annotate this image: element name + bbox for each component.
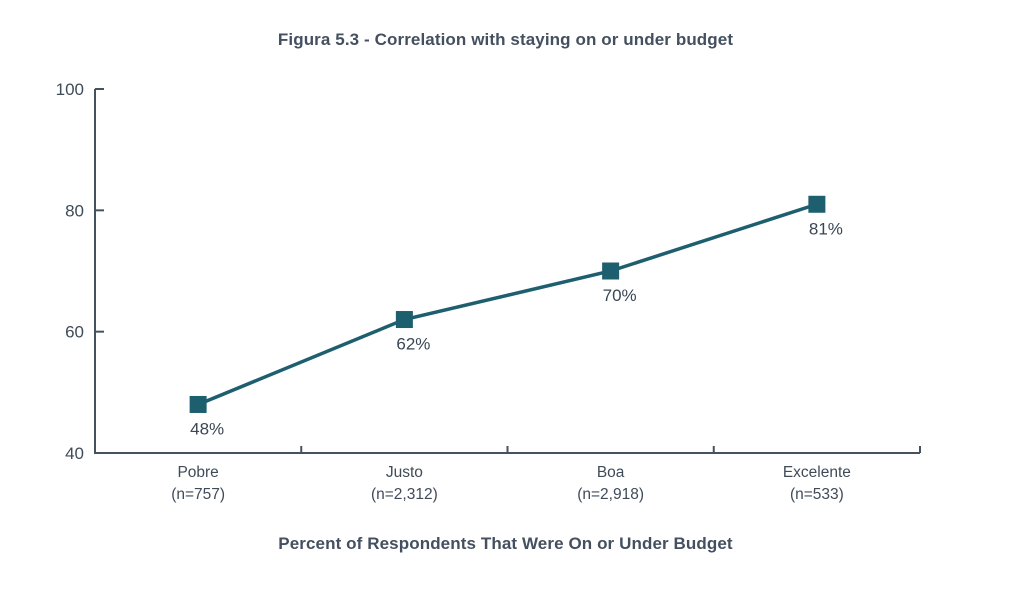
data-point-label: 48% — [190, 419, 224, 438]
data-point-label: 62% — [396, 335, 430, 354]
x-category-sublabel: (n=2,312) — [371, 486, 438, 503]
x-category-sublabel: (n=533) — [790, 486, 844, 503]
y-tick-label: 80 — [65, 201, 84, 220]
data-point-marker — [395, 311, 413, 329]
x-category-label: Excelente — [783, 464, 851, 481]
y-tick-label: 40 — [65, 444, 84, 463]
data-point-marker — [189, 395, 207, 413]
data-point-marker — [602, 262, 620, 280]
data-point-label: 70% — [603, 286, 637, 305]
y-tick-label: 100 — [56, 80, 84, 99]
y-tick-label: 60 — [65, 323, 84, 342]
axis-lines — [94, 89, 920, 454]
x-category-label: Boa — [597, 464, 625, 481]
data-point-label: 81% — [809, 219, 843, 238]
x-axis-title: Percent of Respondents That Were On or U… — [278, 534, 733, 553]
chart-title: Figura 5.3 - Correlation with staying on… — [277, 30, 734, 49]
x-category-label: Pobre — [177, 464, 218, 481]
x-category-sublabel: (n=757) — [171, 486, 225, 503]
data-point-marker — [808, 195, 826, 213]
x-category-sublabel: (n=2,918) — [577, 486, 644, 503]
series-line — [197, 202, 818, 407]
x-category-label: Justo — [386, 464, 423, 481]
